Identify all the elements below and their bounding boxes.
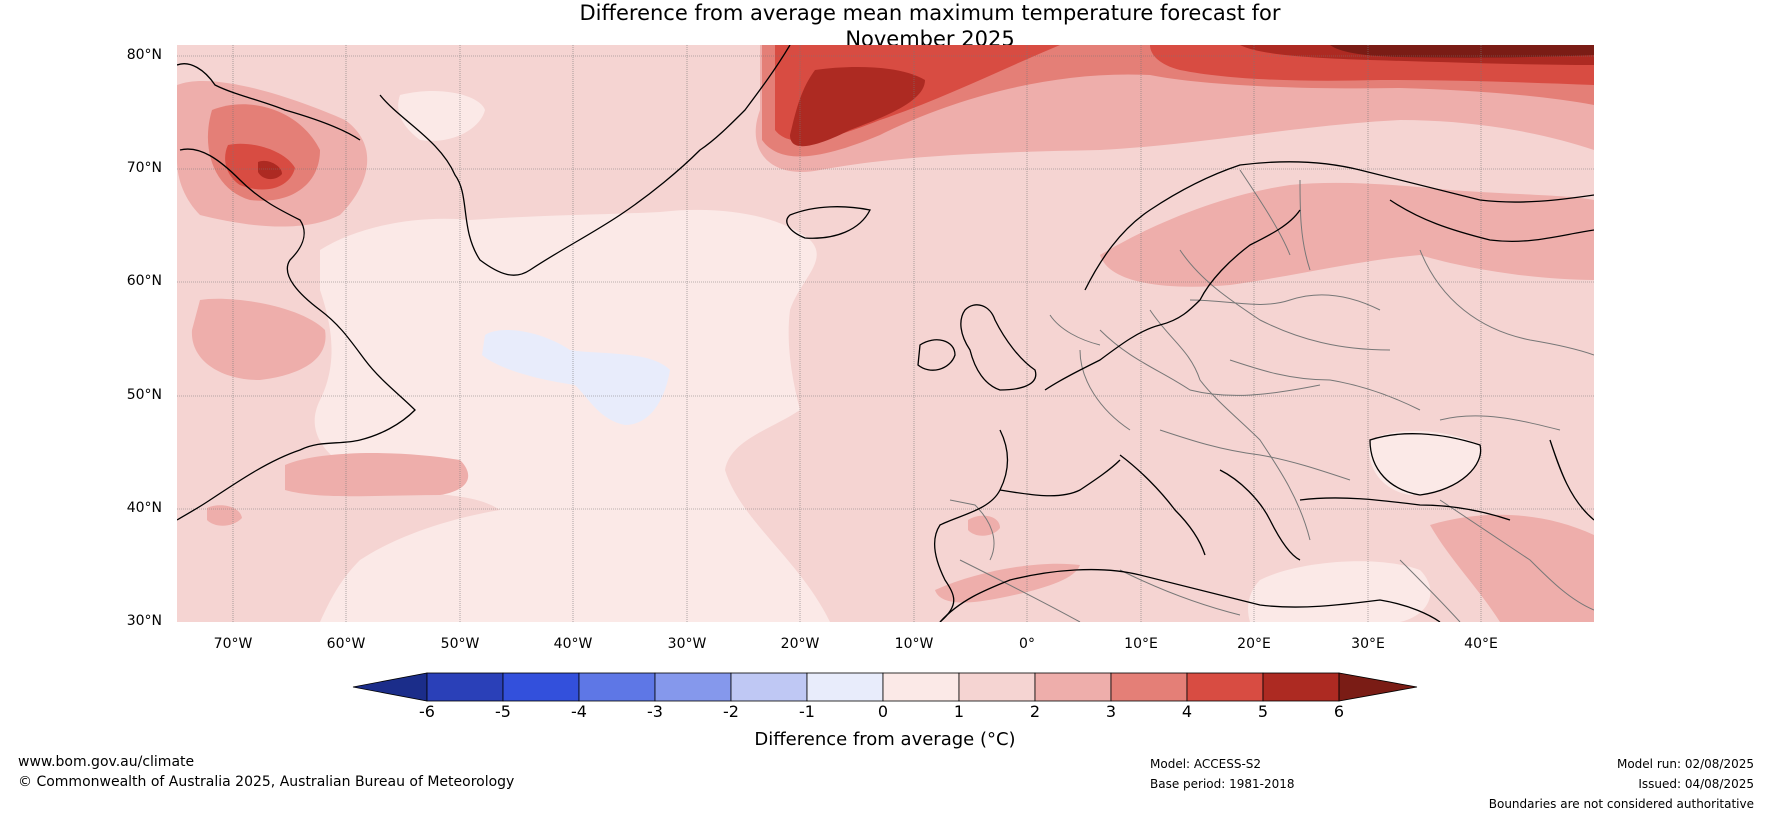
colorbar-tick-label: -5 (495, 702, 511, 721)
colorbar-bin (806, 672, 884, 702)
lon-label-40e: 40°E (1464, 636, 1498, 652)
colorbar-tick-label: -3 (647, 702, 663, 721)
colorbar-tick-label: 6 (1333, 702, 1345, 721)
lat-label-50n: 50°N (126, 387, 162, 403)
colorbar-tick-label: 1 (953, 702, 965, 721)
footer-model: Model: ACCESS-S2 (1150, 757, 1262, 771)
anomaly-region-0-1-atlantic (314, 209, 830, 622)
anomaly-region-2-3-atlantic (285, 453, 469, 497)
colorbar-bin (578, 672, 656, 702)
footer-disclaimer: Boundaries are not considered authoritat… (1488, 797, 1754, 811)
map-field (177, 45, 1594, 622)
colorbar (352, 672, 1418, 702)
footer-issued: Issued: 04/08/2025 (1638, 777, 1754, 791)
colorbar-bin (730, 672, 808, 702)
footer-base-period: Base period: 1981-2018 (1150, 777, 1295, 791)
lon-label-30e: 30°E (1351, 636, 1385, 652)
lat-label-60n: 60°N (126, 273, 162, 289)
colorbar-bin (1110, 672, 1188, 702)
colorbar-bin (1186, 672, 1264, 702)
lon-label-10w: 10°W (894, 636, 934, 652)
colorbar-bin (654, 672, 732, 702)
colorbar-bin (1262, 672, 1340, 702)
anomaly-region-above-6 (1330, 45, 1594, 58)
colorbar-bin (1034, 672, 1112, 702)
lat-label-30n: 30°N (126, 613, 162, 629)
anomaly-region-0-1-north (398, 90, 485, 141)
anomaly-region-2-3-middle-east (1430, 514, 1594, 622)
colorbar-bin (882, 672, 960, 702)
lon-label-20w: 20°W (780, 636, 820, 652)
title-line-1: Difference from average mean maximum tem… (579, 1, 1281, 25)
anomaly-region-5-6-greenland-sea (790, 67, 925, 147)
lat-label-80n: 80°N (126, 47, 162, 63)
footer-website: www.bom.gov.au/climate (18, 754, 195, 770)
anomaly-region-2-3-newfoundland (207, 505, 242, 526)
colorbar-tick-label: -2 (723, 702, 739, 721)
graticule (177, 45, 1594, 622)
anomaly-region-2-3-scandinavia (1100, 182, 1594, 287)
lon-label-10e: 10°E (1124, 636, 1158, 652)
colorbar-tick-label: -4 (571, 702, 587, 721)
colorbar-bin (426, 672, 504, 702)
colorbar-tick-label: 3 (1105, 702, 1117, 721)
anomaly-region-5-6-baffin (258, 160, 282, 180)
lon-label-50w: 50°W (440, 636, 480, 652)
lat-label-70n: 70°N (126, 160, 162, 176)
lon-label-70w: 70°W (213, 636, 253, 652)
colorbar-extend-below (352, 672, 428, 702)
colorbar-tick-label: 0 (877, 702, 889, 721)
lat-label-40n: 40°N (126, 500, 162, 516)
colorbar-tick-label: 4 (1181, 702, 1193, 721)
colorbar-bin (958, 672, 1036, 702)
anomaly-region-0-1-blacksea (1369, 430, 1481, 495)
colorbar-tick-label: -6 (419, 702, 435, 721)
lon-label-40w: 40°W (553, 636, 593, 652)
country-borders (949, 169, 1594, 622)
anomaly-region-minus1-0 (482, 330, 670, 425)
colorbar-title: Difference from average (°C) (754, 729, 1016, 750)
lon-label-30w: 30°W (667, 636, 707, 652)
footer-model-run: Model run: 02/08/2025 (1616, 757, 1754, 771)
footer-copyright: © Commonwealth of Australia 2025, Austra… (18, 774, 515, 790)
colorbar-tick-label: 5 (1257, 702, 1269, 721)
colorbar-tick-label: -1 (799, 702, 815, 721)
colorbar-bin (502, 672, 580, 702)
lon-label-0: 0° (1019, 636, 1035, 652)
colorbar-extend-above (1338, 672, 1418, 702)
coastlines (177, 45, 1594, 622)
colorbar-tick-label: 2 (1029, 702, 1041, 721)
chart-title: Difference from average mean maximum tem… (0, 0, 1770, 52)
anomaly-region-2-3-labrador (191, 298, 326, 380)
lon-label-60w: 60°W (326, 636, 366, 652)
lon-label-20e: 20°E (1237, 636, 1271, 652)
